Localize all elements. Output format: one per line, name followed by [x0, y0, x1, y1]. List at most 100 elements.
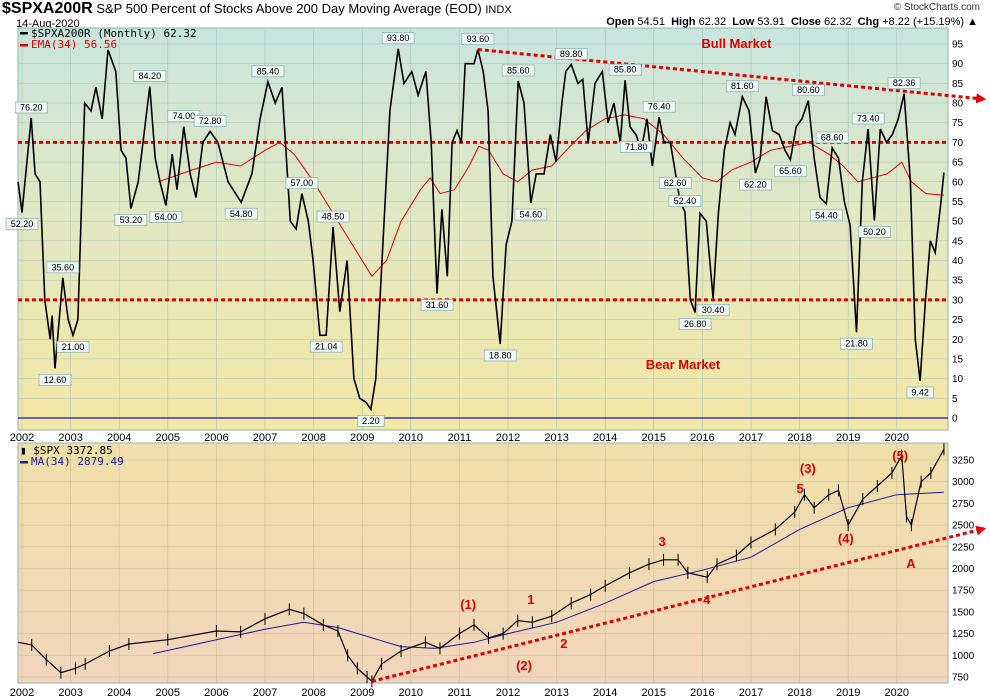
data-label-text: 26.80 — [684, 319, 707, 329]
x-tick-label-bottom: 2014 — [593, 687, 617, 699]
open-value: 54.51 — [637, 16, 665, 28]
data-label: 82.36 — [887, 77, 921, 90]
y-tick-label: 25 — [952, 315, 964, 326]
data-label-text: 68.60 — [821, 132, 844, 142]
y-tick-label: 75 — [952, 118, 964, 129]
data-label-text: 62.60 — [664, 178, 687, 188]
data-label: 18.80 — [483, 349, 517, 362]
y-tick-label: 35 — [952, 276, 964, 287]
data-label-text: 53.20 — [120, 215, 143, 225]
data-label: 73.40 — [851, 112, 885, 125]
data-label-box — [133, 70, 167, 82]
data-label-box — [149, 211, 183, 223]
x-tick-label-top: 2010 — [399, 432, 423, 444]
y-tick-label: 2500 — [952, 521, 975, 532]
x-tick-label-top: 2018 — [787, 432, 811, 444]
data-label-text: 31.60 — [426, 300, 449, 310]
x-tick-label-top: 2014 — [593, 432, 617, 444]
data-label-text: 72.80 — [199, 116, 222, 126]
x-tick-label-top: 2008 — [301, 432, 325, 444]
data-label: 57.00 — [285, 177, 319, 189]
data-label: 9.42 — [906, 386, 934, 399]
legend-swatch-main — [20, 32, 28, 35]
x-tick-label-top: 2007 — [253, 432, 277, 444]
data-label-text: 35.60 — [52, 262, 75, 272]
symbol: $SPXA200R — [2, 0, 93, 17]
data-label: 50.20 — [858, 226, 891, 238]
data-label-box — [668, 195, 702, 208]
data-label: 76.40 — [642, 100, 676, 113]
x-tick-label-bottom: 2017 — [739, 687, 763, 699]
support-trendline — [371, 525, 987, 683]
y-tick-label: 55 — [952, 197, 964, 208]
x-tick-label-bottom: 2008 — [301, 687, 325, 699]
data-label-box — [514, 208, 548, 221]
wave-label: (3) — [800, 461, 816, 476]
y-tick-label: 70 — [952, 138, 964, 149]
data-label: 54.80 — [224, 207, 258, 220]
data-label-text: 18.80 — [489, 350, 512, 360]
x-tick-label-bottom: 2020 — [885, 687, 909, 699]
data-label-box — [224, 207, 258, 220]
x-tick-label-bottom: 2013 — [544, 687, 568, 699]
y-tick-label: 0 — [952, 414, 958, 425]
data-label-box — [56, 340, 90, 353]
legend-ema: EMA(34) 56.56 — [31, 38, 117, 51]
x-tick-label-top: 2005 — [156, 432, 180, 444]
data-label-text: 82.36 — [893, 78, 916, 88]
data-label-box — [696, 303, 730, 316]
x-tick-label-top: 2009 — [350, 432, 374, 444]
data-label-text: 54.00 — [155, 212, 178, 222]
x-tick-label-bottom: 2006 — [204, 687, 228, 699]
wave-label: (4) — [838, 531, 854, 546]
y-tick-label: 40 — [952, 256, 964, 267]
data-label: 54.00 — [149, 211, 183, 223]
y-tick-label: 1000 — [952, 651, 975, 662]
data-label-box — [725, 80, 759, 93]
x-tick-label-top: 2002 — [10, 432, 34, 444]
open-label: Open — [606, 16, 635, 28]
data-label-box — [114, 214, 148, 226]
data-label: 72.80 — [193, 115, 227, 127]
ohlc-readout: Open 54.51 High 62.32 Low 53.91 Close 62… — [606, 16, 978, 28]
y-tick-label: 2000 — [952, 564, 975, 575]
x-tick-label-top: 2017 — [739, 432, 763, 444]
data-label-text: 21.80 — [845, 339, 868, 349]
data-label-box — [46, 261, 80, 274]
y-tick-label: 750 — [952, 673, 969, 684]
data-label-box — [791, 84, 825, 97]
y-tick-label: 80 — [952, 99, 964, 110]
data-label: 85.60 — [501, 64, 535, 77]
x-tick-label-bottom: 2016 — [690, 687, 714, 699]
x-tick-label-bottom: 2004 — [107, 687, 131, 699]
data-label-box — [840, 337, 873, 350]
data-label-text: 85.60 — [507, 65, 530, 75]
wave-label: (5) — [892, 448, 908, 463]
close-value: 62.32 — [824, 16, 852, 28]
wave-label: 4 — [703, 592, 711, 607]
y-tick-label: 85 — [952, 79, 964, 90]
x-tick-label-bottom: 2018 — [787, 687, 811, 699]
data-label-box — [608, 63, 642, 76]
bottom-panel — [17, 442, 949, 684]
data-label-box — [38, 374, 72, 386]
data-label-text: 52.20 — [11, 219, 34, 229]
data-label-text: 57.00 — [291, 178, 314, 188]
data-label-text: 74.00 — [173, 111, 196, 121]
ema-line — [157, 114, 944, 278]
wave-label: 3 — [658, 534, 665, 549]
legend-main: $SPXA200R (Monthly) 62.32 — [31, 27, 197, 40]
x-tick-label-top: 2003 — [58, 432, 82, 444]
wave-label: 5 — [796, 481, 803, 496]
data-label: 80.60 — [791, 84, 825, 97]
x-tick-label-bottom: 2019 — [836, 687, 860, 699]
data-label-box — [774, 165, 807, 178]
data-label-box — [739, 178, 772, 191]
low-label: Low — [732, 16, 755, 28]
y-tick-label: 65 — [952, 158, 964, 169]
data-label: 21.80 — [840, 337, 873, 350]
data-label-text: 76.20 — [20, 103, 43, 113]
data-label-text: 93.60 — [467, 34, 490, 44]
wave-label: (1) — [460, 597, 476, 612]
chg-label: Chg — [857, 16, 880, 28]
